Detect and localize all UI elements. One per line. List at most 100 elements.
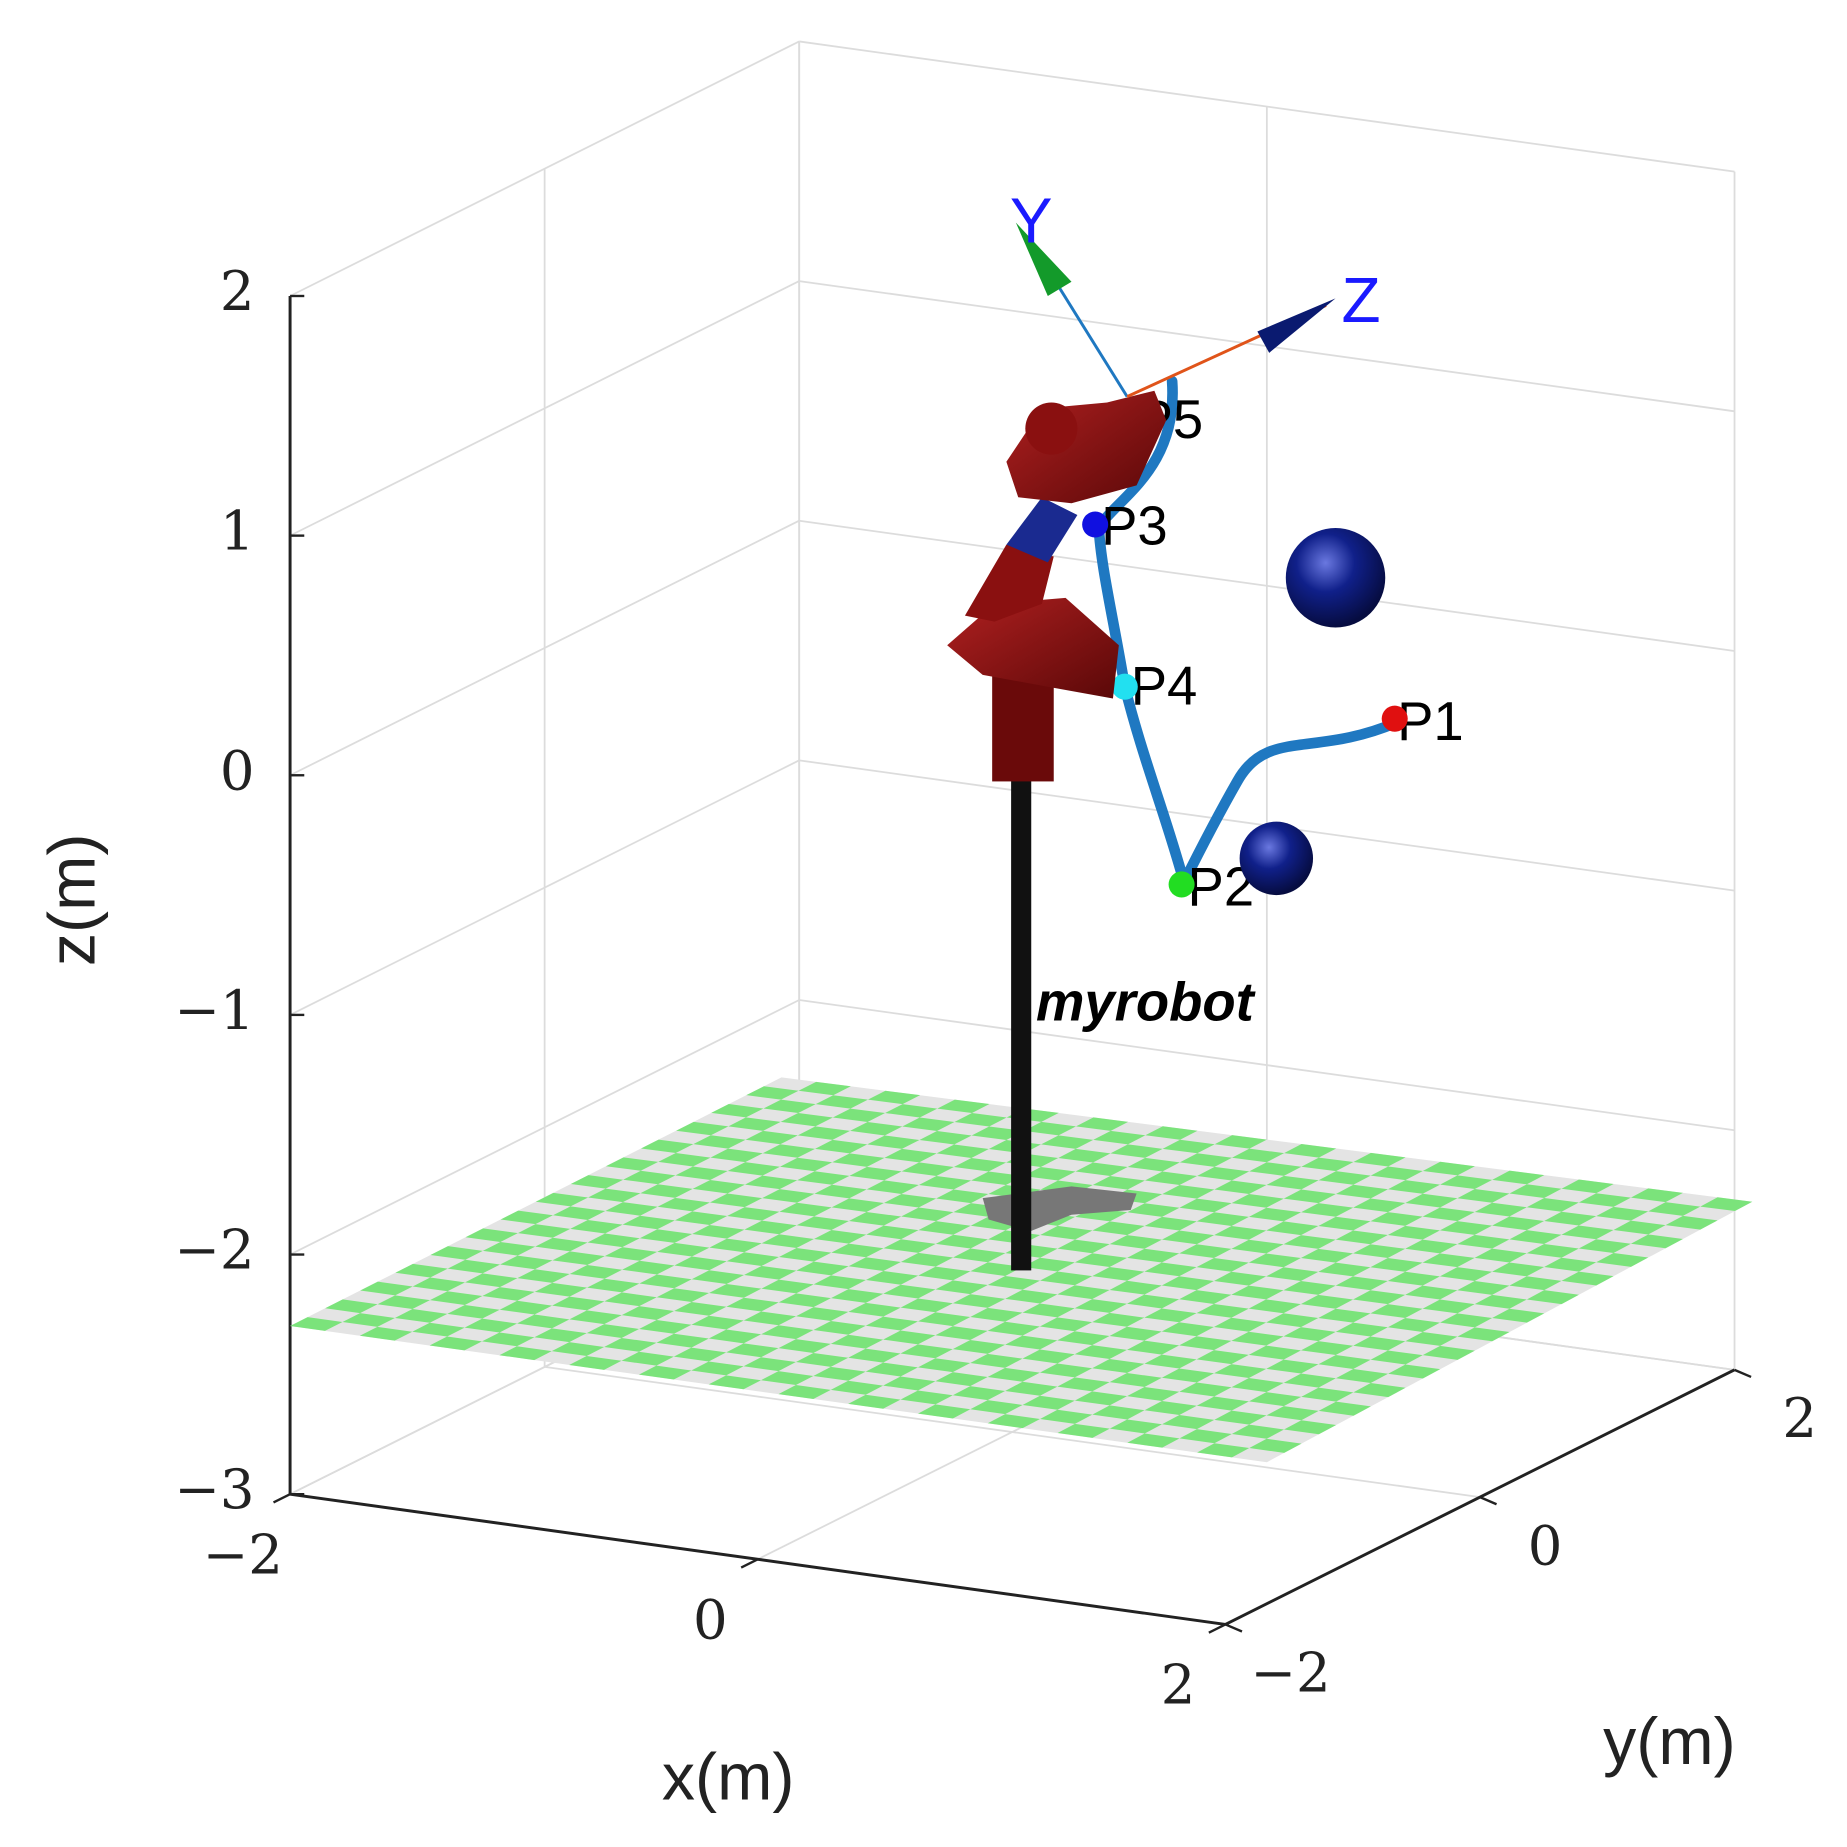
floor-tile bbox=[1457, 1189, 1510, 1203]
floor-tile bbox=[917, 1358, 971, 1373]
floor-tile bbox=[1388, 1364, 1441, 1379]
floor-tile bbox=[1405, 1331, 1458, 1346]
floor-tile bbox=[952, 1294, 1006, 1308]
floor-tile bbox=[1492, 1308, 1545, 1323]
floor-tile bbox=[691, 1361, 744, 1376]
waypoint-label: P1 bbox=[1397, 691, 1464, 752]
floor-tile bbox=[1057, 1331, 1110, 1346]
floor-tile bbox=[813, 1229, 867, 1244]
floor-tile bbox=[779, 1247, 832, 1262]
floor-tile bbox=[587, 1278, 640, 1293]
floor-tile bbox=[1388, 1180, 1441, 1194]
floor-tile bbox=[604, 1247, 658, 1261]
floor-tile bbox=[935, 1234, 989, 1249]
floor-tile bbox=[1023, 1166, 1076, 1181]
floor-tile bbox=[1370, 1212, 1423, 1226]
floor-tile bbox=[1648, 1202, 1701, 1216]
floor-tile bbox=[517, 1314, 570, 1329]
floor-tile bbox=[622, 1215, 675, 1230]
floor-tile bbox=[1127, 1386, 1180, 1401]
floor-tile bbox=[796, 1307, 849, 1321]
floor-tile bbox=[588, 1188, 641, 1203]
floor-tile bbox=[1040, 1271, 1093, 1286]
floor-tile bbox=[1144, 1354, 1197, 1369]
floor-tile bbox=[954, 1113, 1007, 1127]
floor-tile bbox=[1283, 1373, 1336, 1388]
floor-tile bbox=[1214, 1364, 1267, 1379]
floor-tile bbox=[447, 1259, 501, 1274]
floor-tile bbox=[1162, 1139, 1215, 1154]
floor-tile bbox=[447, 1304, 500, 1319]
z-axis-label: z(m) bbox=[36, 834, 110, 967]
floor-tile bbox=[1231, 1239, 1284, 1254]
floor-tile bbox=[865, 1270, 919, 1285]
floor-tile bbox=[761, 1325, 814, 1340]
z-tick-label: −3 bbox=[174, 1457, 254, 1521]
floor-tile bbox=[360, 1281, 413, 1296]
floor-tile bbox=[639, 1229, 693, 1243]
floor-tile bbox=[901, 1162, 954, 1176]
floor-tile bbox=[728, 1117, 781, 1131]
floor-tile bbox=[1300, 1248, 1354, 1263]
floor-tile bbox=[1526, 1243, 1579, 1258]
floor-tile bbox=[901, 1207, 954, 1222]
floor-tile bbox=[465, 1228, 518, 1242]
floor-tile bbox=[1440, 1175, 1493, 1190]
floor-tile bbox=[1126, 1340, 1180, 1355]
floor-tile bbox=[1005, 1289, 1058, 1304]
floor-tile bbox=[744, 1265, 797, 1280]
floor-tile bbox=[1005, 1335, 1058, 1350]
floor-tile bbox=[640, 1184, 693, 1198]
floor-tile bbox=[1109, 1326, 1162, 1341]
floor-tile bbox=[482, 1241, 536, 1256]
floor-tile bbox=[1266, 1359, 1319, 1374]
floor-tile bbox=[1283, 1189, 1336, 1204]
y-tick bbox=[1224, 1623, 1243, 1633]
floor-tile bbox=[813, 1366, 866, 1381]
floor-tile bbox=[937, 1099, 990, 1114]
floor-tile bbox=[1474, 1248, 1527, 1263]
floor-tile bbox=[552, 1206, 606, 1220]
floor-tile bbox=[1700, 1197, 1753, 1212]
trajectory bbox=[1093, 375, 1403, 897]
floor-tile bbox=[1196, 1303, 1249, 1318]
floor-tile bbox=[900, 1298, 953, 1313]
waypoint bbox=[1111, 673, 1138, 700]
floor-tile bbox=[1214, 1410, 1267, 1425]
floor-tile bbox=[1405, 1193, 1458, 1208]
floor-tile bbox=[815, 1095, 868, 1109]
floor-tile bbox=[709, 1193, 763, 1208]
floor-tile bbox=[534, 1282, 588, 1297]
floor-tile bbox=[1439, 1221, 1493, 1235]
floor-tile bbox=[1161, 1276, 1214, 1291]
floor-tile bbox=[1492, 1216, 1545, 1231]
floor-tile bbox=[482, 1332, 535, 1347]
floor-tile bbox=[1596, 1206, 1649, 1221]
floor-tile bbox=[710, 1148, 763, 1163]
floor-tile bbox=[1318, 1355, 1371, 1370]
floor-tile bbox=[1509, 1230, 1562, 1244]
floor-tile bbox=[1387, 1271, 1440, 1286]
floor-tile bbox=[1127, 1157, 1180, 1172]
floor-tile bbox=[1387, 1225, 1440, 1240]
floor-tile bbox=[1197, 1166, 1250, 1181]
floor-tile bbox=[883, 1376, 936, 1391]
robot-scene: P1 P2 P3 P4 P5 Y Z myrobot bbox=[947, 185, 1464, 1271]
floor-tile bbox=[814, 1184, 867, 1199]
floor-tile bbox=[534, 1328, 587, 1343]
floor-tile bbox=[1248, 1299, 1301, 1314]
floor-tile bbox=[935, 1280, 988, 1295]
floor-tile bbox=[1214, 1135, 1267, 1149]
floor-tile bbox=[883, 1193, 937, 1208]
floor-tile bbox=[621, 1306, 675, 1320]
floor-tile bbox=[1162, 1415, 1215, 1430]
floor-tile bbox=[918, 1175, 972, 1190]
floor-tile bbox=[727, 1207, 780, 1221]
floor-tile bbox=[953, 1157, 1007, 1172]
floor-tile bbox=[815, 1139, 868, 1154]
robot-link bbox=[947, 597, 1119, 699]
floor-tile bbox=[605, 1202, 658, 1216]
floor-tile bbox=[1457, 1234, 1510, 1249]
frame-arrow bbox=[1257, 298, 1336, 353]
